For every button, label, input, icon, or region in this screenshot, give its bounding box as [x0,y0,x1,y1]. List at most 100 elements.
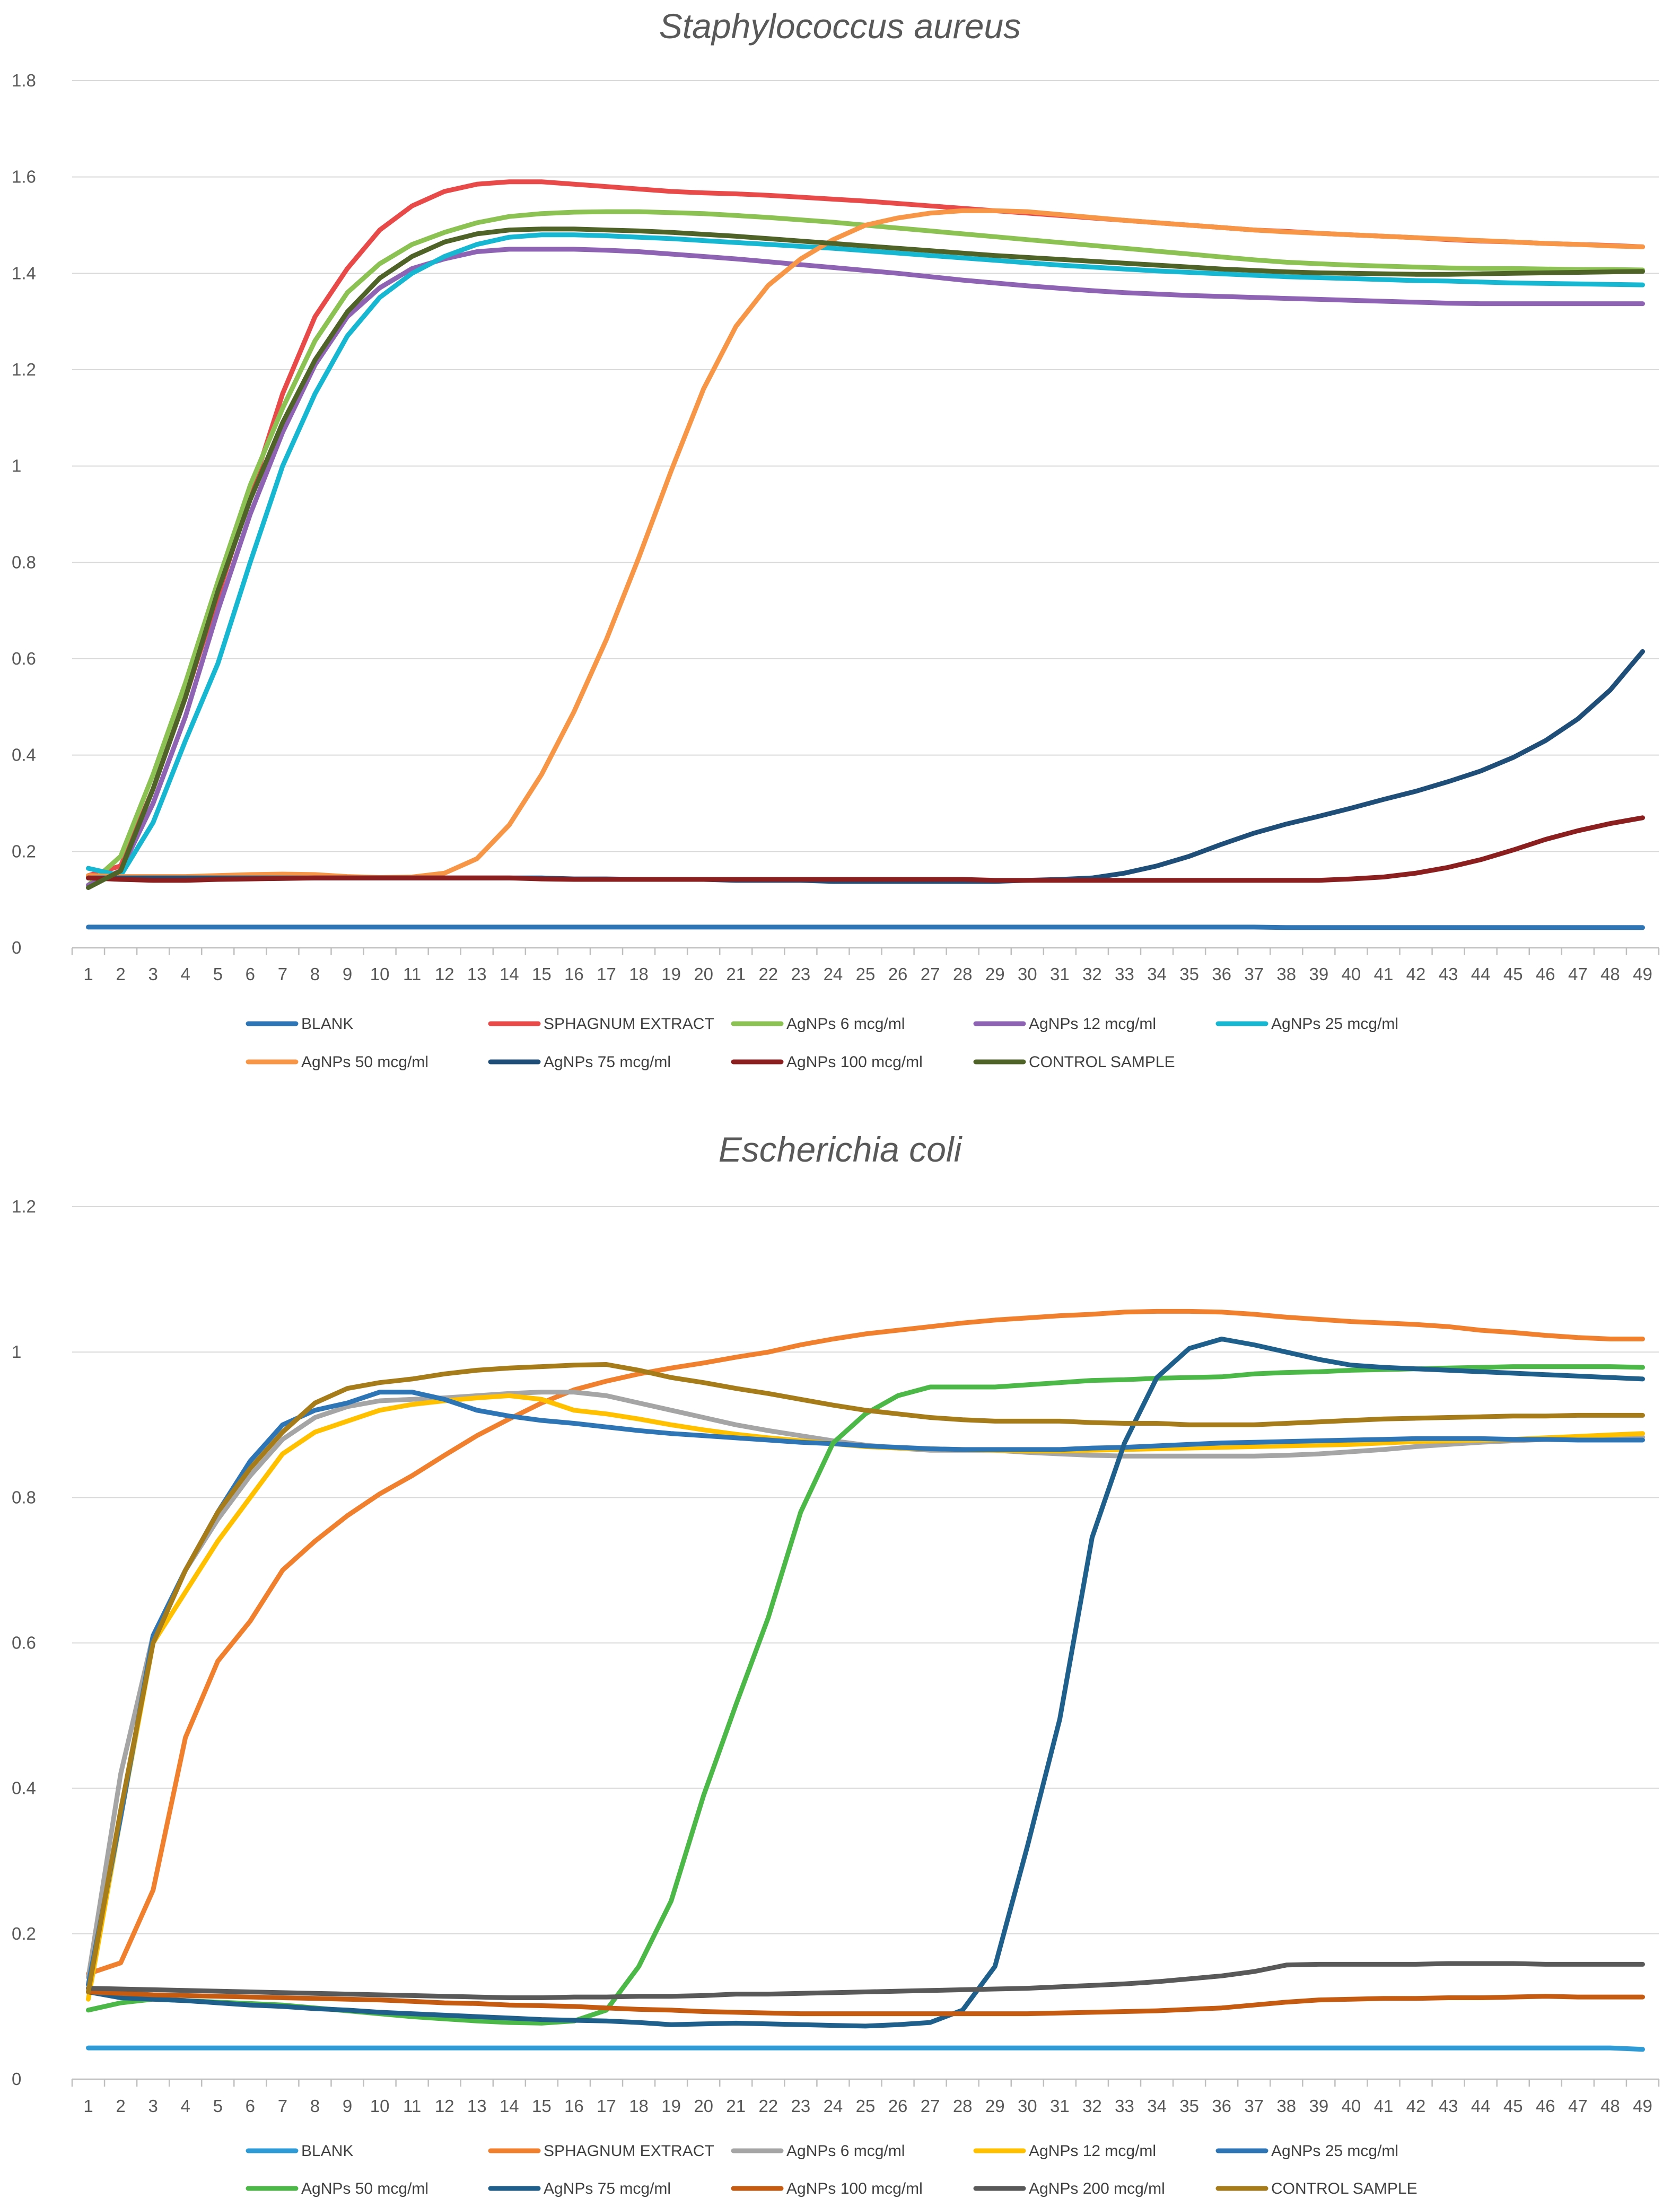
x-tick-label: 17 [597,964,616,984]
x-tick-label: 42 [1406,964,1426,984]
legend-label-agnps-75-mcg-ml: AgNPs 75 mcg/ml [544,1053,671,1071]
series-line-agnps-100-mcg-ml [86,815,1645,883]
series-line-control-sample [86,1362,1645,1994]
x-tick-label: 32 [1082,964,1102,984]
series-line-agnps-12-mcg-ml [86,247,1645,888]
x-tick-label: 2 [116,964,125,984]
y-tick-label: 1.8 [12,71,36,90]
x-tick-label: 31 [1050,2096,1070,2116]
x-tick-label: 1 [83,964,93,984]
x-tick-label: 3 [148,2096,158,2116]
legend-label-agnps-12-mcg-ml: AgNPs 12 mcg/ml [1029,2142,1156,2160]
x-tick-label: 36 [1212,2096,1231,2116]
x-tick-label: 17 [597,2096,616,2116]
x-tick-label: 5 [213,964,223,984]
x-tick-label: 2 [116,2096,125,2116]
x-tick-label: 25 [856,2096,876,2116]
x-tick-label: 49 [1633,964,1652,984]
series-line-agnps-75-mcg-ml [86,1337,1645,2029]
x-tick-label: 26 [888,964,908,984]
legend-label-agnps-75-mcg-ml: AgNPs 75 mcg/ml [544,2180,671,2197]
legend-label-control-sample: CONTROL SAMPLE [1029,1053,1175,1071]
legend-label-agnps-100-mcg-ml: AgNPs 100 mcg/ml [786,2180,923,2197]
x-tick-label: 3 [148,964,158,984]
x-tick-label: 42 [1406,2096,1426,2116]
x-tick-label: 48 [1600,964,1620,984]
x-tick-label: 49 [1633,2096,1652,2116]
y-tick-label: 0.2 [12,1924,36,1943]
series-line-agnps-6-mcg-ml [86,209,1645,888]
x-tick-label: 19 [661,2096,681,2116]
series-line-agnps-25-mcg-ml [86,232,1645,878]
series-line-blank [86,2045,1645,2052]
x-tick-label: 13 [467,964,487,984]
x-tick-label: 35 [1179,964,1199,984]
x-tick-label: 20 [694,2096,713,2116]
x-tick-label: 11 [403,964,421,984]
x-tick-label: 15 [532,2096,552,2116]
series-line-blank [86,924,1645,930]
x-tick-label: 8 [310,2096,320,2116]
x-tick-label: 29 [985,964,1005,984]
x-tick-label: 33 [1115,964,1134,984]
legend-label-agnps-200-mcg-ml: AgNPs 200 mcg/ml [1029,2180,1165,2197]
x-tick-label: 34 [1147,2096,1167,2116]
legend-label-agnps-25-mcg-ml: AgNPs 25 mcg/ml [1271,2142,1398,2160]
x-tick-label: 31 [1050,964,1070,984]
y-tick-label: 0 [12,2069,21,2089]
series-line-agnps-75-mcg-ml [86,649,1645,884]
x-tick-label: 19 [661,964,681,984]
x-tick-label: 23 [791,2096,811,2116]
legend-label-blank: BLANK [301,2142,353,2160]
series-line-agnps-6-mcg-ml [86,1390,1645,1980]
x-tick-label: 22 [758,964,778,984]
x-tick-label: 8 [310,964,320,984]
x-tick-label: 41 [1374,2096,1394,2116]
x-tick-label: 40 [1342,2096,1361,2116]
series-line-agnps-25-mcg-ml [86,1390,1645,1987]
series-line-agnps-200-mcg-ml [86,1961,1645,2000]
series-line-sphagnum-extract [86,179,1645,878]
x-tick-label: 21 [726,964,746,984]
x-tick-label: 18 [629,964,649,984]
y-tick-label: 0.4 [12,1778,36,1798]
x-tick-label: 10 [370,2096,390,2116]
x-tick-label: 16 [564,2096,584,2116]
x-tick-label: 46 [1536,964,1555,984]
x-tick-label: 39 [1309,2096,1328,2116]
x-tick-label: 41 [1374,964,1394,984]
x-tick-label: 10 [370,964,390,984]
x-tick-label: 12 [435,964,454,984]
legend-label-agnps-50-mcg-ml: AgNPs 50 mcg/ml [301,2180,428,2197]
x-tick-label: 29 [985,2096,1005,2116]
x-tick-label: 30 [1018,964,1037,984]
x-tick-label: 38 [1276,2096,1296,2116]
x-tick-label: 45 [1503,2096,1523,2116]
series-line-agnps-12-mcg-ml [86,1393,1645,2002]
x-tick-label: 46 [1536,2096,1555,2116]
legend-label-agnps-50-mcg-ml: AgNPs 50 mcg/ml [301,1053,428,1071]
x-tick-label: 9 [343,2096,352,2116]
x-tick-label: 36 [1212,964,1231,984]
x-tick-label: 23 [791,964,811,984]
y-tick-label: 1 [12,1342,21,1362]
y-tick-label: 0.6 [12,649,36,668]
x-tick-label: 15 [532,964,552,984]
y-tick-label: 0.8 [12,1487,36,1507]
x-tick-label: 1 [83,2096,93,2116]
x-tick-label: 37 [1244,2096,1264,2116]
series-line-sphagnum-extract [86,1309,1645,1976]
x-tick-label: 4 [181,2096,190,2116]
x-tick-label: 40 [1342,964,1361,984]
x-tick-label: 32 [1082,2096,1102,2116]
x-tick-label: 43 [1439,964,1458,984]
y-tick-label: 0 [12,938,21,957]
x-tick-label: 11 [403,2096,421,2116]
x-tick-label: 18 [629,2096,649,2116]
x-tick-label: 44 [1471,964,1491,984]
x-tick-label: 7 [278,2096,287,2116]
x-tick-label: 6 [246,964,255,984]
x-tick-label: 24 [824,964,843,984]
series-line-control-sample [86,226,1645,890]
